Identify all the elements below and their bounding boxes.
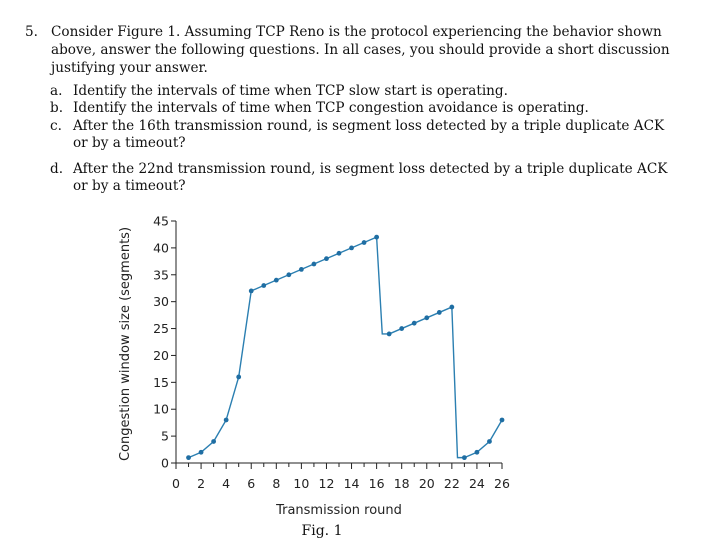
data-point bbox=[411, 320, 417, 326]
x-tick-label: 18 bbox=[394, 476, 410, 491]
x-tick-label: 6 bbox=[247, 476, 255, 491]
cwnd-line bbox=[388, 306, 453, 335]
data-point bbox=[298, 267, 304, 272]
data-point bbox=[223, 417, 229, 423]
data-point bbox=[386, 331, 392, 337]
x-tick-label: 2 bbox=[197, 476, 205, 491]
part-text: Identify the intervals of time when TCP … bbox=[73, 83, 508, 99]
data-point bbox=[349, 245, 354, 251]
y-tick-label: 30 bbox=[153, 294, 169, 309]
data-point bbox=[211, 439, 217, 444]
y-tick-label: 35 bbox=[153, 267, 169, 282]
part-label: b. bbox=[50, 100, 64, 117]
part-c: c. After the 16th transmission round, is… bbox=[25, 118, 675, 153]
data-point bbox=[399, 326, 405, 331]
data-point bbox=[186, 455, 191, 461]
data-point bbox=[248, 288, 254, 294]
y-tick-label: 10 bbox=[153, 402, 169, 417]
part-text: After the 16th transmission round, is se… bbox=[73, 117, 665, 152]
data-point bbox=[487, 439, 492, 444]
data-point bbox=[261, 283, 267, 288]
question-number: 5. bbox=[25, 24, 38, 40]
data-point bbox=[474, 449, 480, 455]
data-point bbox=[499, 417, 505, 423]
y-tick-label: 20 bbox=[153, 348, 169, 363]
part-label: c. bbox=[50, 117, 62, 134]
data-point bbox=[311, 261, 317, 267]
data-point bbox=[324, 256, 329, 262]
y-axis-label: Congestion window size (segments) bbox=[118, 227, 133, 461]
x-tick-label: 24 bbox=[469, 476, 485, 491]
part-text: After the 22nd transmission round, is se… bbox=[73, 160, 668, 195]
x-axis-label: Transmission round bbox=[275, 503, 402, 518]
x-tick-label: 22 bbox=[444, 476, 460, 491]
data-point bbox=[273, 277, 279, 283]
part-text: Identify the intervals of time when TCP … bbox=[73, 100, 589, 117]
x-tick-label: 8 bbox=[272, 476, 280, 491]
y-tick-label: 15 bbox=[153, 375, 169, 390]
x-tick-label: 26 bbox=[494, 476, 510, 491]
part-d: d. After the 22nd transmission round, is… bbox=[25, 161, 675, 196]
x-tick-label: 10 bbox=[293, 476, 309, 491]
data-point bbox=[198, 449, 204, 455]
question-parts: a. Identify the intervals of time when T… bbox=[25, 83, 675, 195]
x-tick-label: 4 bbox=[222, 476, 230, 491]
cwnd-line bbox=[464, 419, 503, 459]
cwnd-drop-line bbox=[451, 307, 465, 459]
x-tick-label: 0 bbox=[172, 476, 180, 491]
x-tick-label: 14 bbox=[344, 476, 360, 491]
cwnd-drop-line bbox=[375, 237, 390, 335]
x-tick-label: 12 bbox=[319, 476, 335, 491]
data-point bbox=[336, 250, 342, 256]
x-tick-label: 16 bbox=[369, 476, 385, 491]
data-point bbox=[236, 374, 242, 380]
part-label: d. bbox=[50, 160, 64, 177]
data-point bbox=[436, 310, 442, 315]
y-tick-label: 45 bbox=[153, 214, 169, 229]
x-tick-label: 20 bbox=[419, 476, 435, 491]
data-point bbox=[286, 272, 292, 278]
y-tick-label: 0 bbox=[161, 456, 169, 471]
data-point bbox=[461, 455, 467, 461]
data-point bbox=[374, 234, 380, 240]
data-point bbox=[449, 304, 455, 310]
cwnd-line bbox=[188, 236, 377, 459]
data-point bbox=[361, 240, 367, 245]
chart-series bbox=[186, 234, 505, 461]
y-tick-label: 5 bbox=[161, 429, 169, 444]
figure-caption: Fig. 1 bbox=[302, 523, 343, 539]
question-text: Consider Figure 1. Assuming TCP Reno is … bbox=[51, 24, 670, 77]
y-tick-label: 40 bbox=[153, 240, 169, 255]
y-tick-label: 25 bbox=[153, 321, 169, 336]
part-a: a. Identify the intervals of time when T… bbox=[25, 83, 675, 100]
part-b: b. Identify the intervals of time when T… bbox=[25, 100, 675, 117]
data-point bbox=[424, 315, 430, 321]
part-label: a. bbox=[50, 83, 63, 99]
